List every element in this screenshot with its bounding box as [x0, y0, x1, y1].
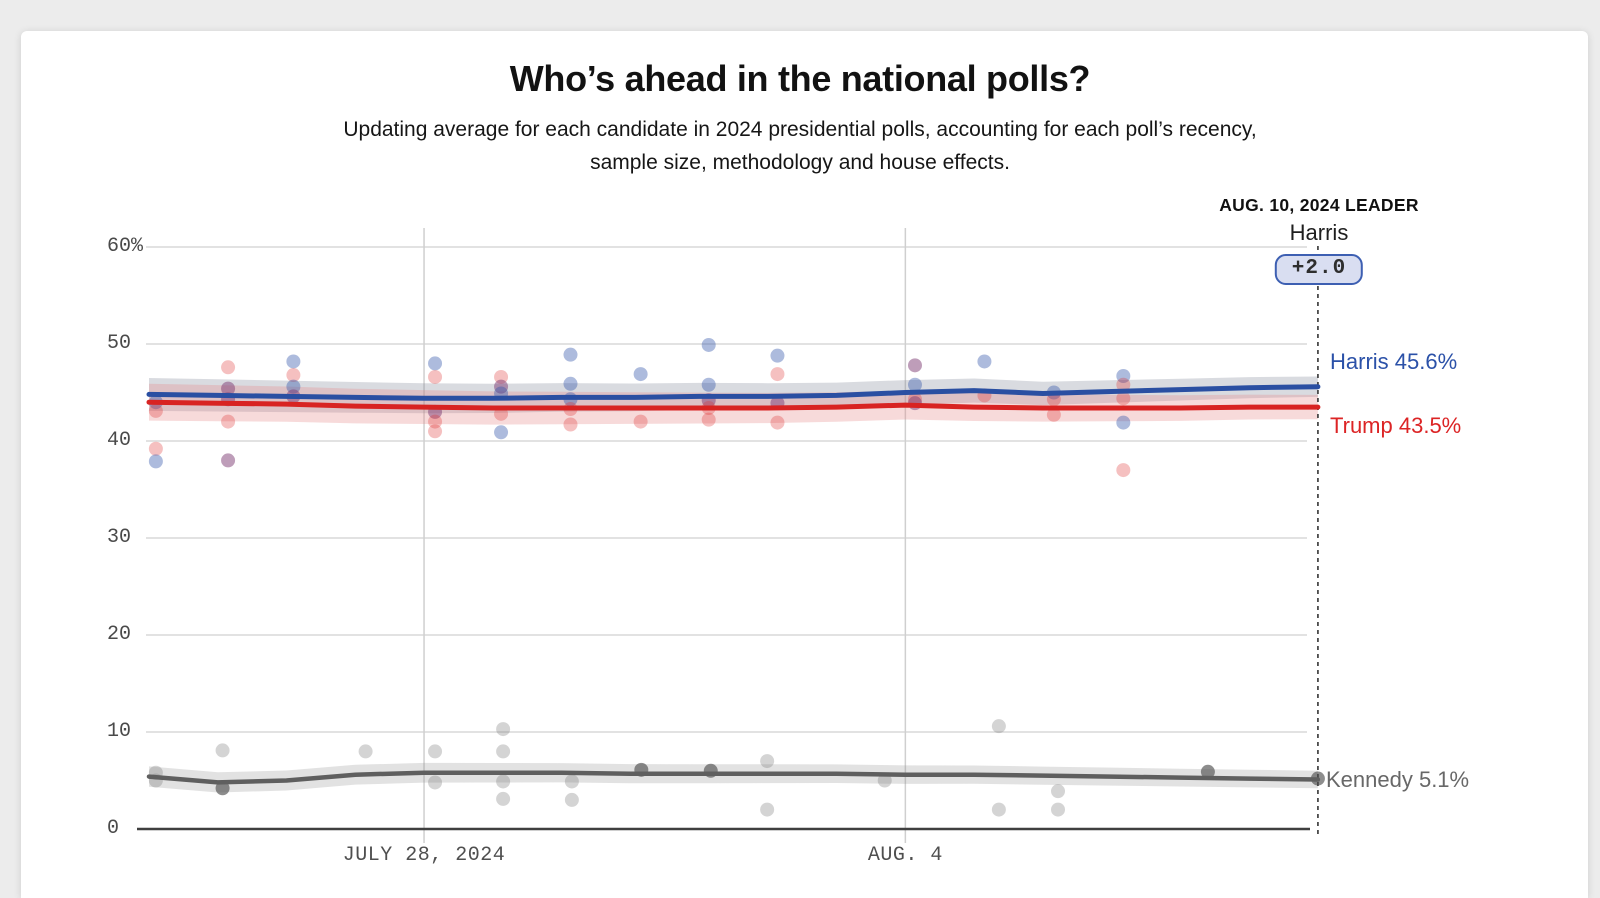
poll-dot-kennedy [496, 791, 511, 806]
poll-dot-kennedy [215, 781, 230, 796]
poll-dot-kennedy [428, 775, 443, 790]
poll-dot [428, 356, 443, 371]
poll-dot [148, 403, 163, 418]
trend-line-harris [146, 384, 1321, 401]
y-axis-tick-10: 10 [107, 720, 132, 743]
uncertainty-band-kennedy [149, 762, 1318, 793]
leader-margin-badge: +2.0 [1274, 254, 1364, 285]
poll-dot [1116, 463, 1131, 478]
poll-dot-kennedy [496, 722, 511, 737]
poll-dot [1046, 392, 1061, 407]
poll-dot-kennedy [215, 743, 230, 758]
poll-dot [701, 377, 716, 392]
poll-dot [148, 454, 163, 469]
series-label-harris: Harris 45.6% [1330, 349, 1458, 374]
poll-dot [428, 414, 443, 429]
poll-dot [428, 424, 443, 439]
poll-dot [770, 348, 785, 363]
poll-dot [286, 354, 301, 369]
poll-dot [148, 441, 163, 456]
poll-dot [770, 415, 785, 430]
page-subtitle-line-1: Updating average for each candidate in 2… [343, 118, 1257, 141]
poll-dot-kennedy [1051, 784, 1066, 799]
y-axis-tick-50: 50 [107, 332, 132, 355]
y-axis-tick-30: 30 [107, 526, 132, 549]
poll-dot [701, 337, 716, 352]
poll-dot [221, 453, 236, 468]
chart-card [21, 31, 1588, 898]
y-axis-tick-60: 60% [107, 235, 144, 258]
series-label-trump: Trump 43.5% [1330, 413, 1462, 438]
poll-dot [494, 425, 509, 440]
poll-dot [494, 369, 509, 384]
poll-dot-kennedy [564, 774, 579, 789]
poll-dot [563, 417, 578, 432]
x-axis-tick-day-4: JULY 28, 2024 [342, 844, 506, 867]
poll-dot-kennedy [1051, 802, 1066, 817]
page-subtitle-line-2: sample size, methodology and house effec… [590, 151, 1010, 174]
poll-dot [907, 377, 922, 392]
poll-dot [494, 379, 509, 394]
poll-dot [633, 367, 648, 382]
poll-dot-kennedy [991, 802, 1006, 817]
poll-dot-kennedy [358, 744, 373, 759]
series-label-kennedy: Kennedy 5.1% [1326, 767, 1470, 792]
poll-dot [770, 367, 785, 382]
poll-dot-kennedy [564, 792, 579, 807]
poll-dot [633, 414, 648, 429]
poll-dot-kennedy [760, 802, 775, 817]
poll-dot-kennedy [991, 719, 1006, 734]
poll-dot-kennedy [760, 754, 775, 769]
x-axis-tick-day-11: AUG. 4 [867, 844, 943, 867]
poll-dot [563, 347, 578, 362]
poll-dot [563, 376, 578, 391]
poll-dot [1116, 391, 1131, 406]
poll-dot [907, 358, 922, 373]
poll-dot-kennedy [428, 744, 443, 759]
page-title: Who’s ahead in the national polls? [509, 58, 1091, 99]
poll-dot [221, 414, 236, 429]
poll-dot [286, 379, 301, 394]
poll-dot [286, 368, 301, 383]
leader-date-label: AUG. 10, 2024 LEADER [1219, 195, 1419, 215]
poll-dot-kennedy [496, 774, 511, 789]
poll-dot [1116, 369, 1131, 384]
trend-line-trump [146, 399, 1321, 411]
poll-dot [221, 360, 236, 375]
poll-dot [428, 369, 443, 384]
poll-dot [221, 381, 236, 396]
poll-dot [977, 354, 992, 369]
poll-dot [1116, 377, 1131, 392]
y-axis-tick-0: 0 [107, 817, 120, 840]
poll-dot [1116, 415, 1131, 430]
poll-dot-kennedy [496, 744, 511, 759]
poll-dot-kennedy [1200, 764, 1215, 779]
y-axis-tick-20: 20 [107, 623, 132, 646]
poll-dot [1046, 407, 1061, 422]
y-axis-tick-40: 40 [107, 429, 132, 452]
poll-dot [701, 412, 716, 427]
trend-line-kennedy [146, 770, 1321, 785]
leader-name: Harris [1289, 220, 1349, 245]
poll-dot-kennedy [877, 773, 892, 788]
